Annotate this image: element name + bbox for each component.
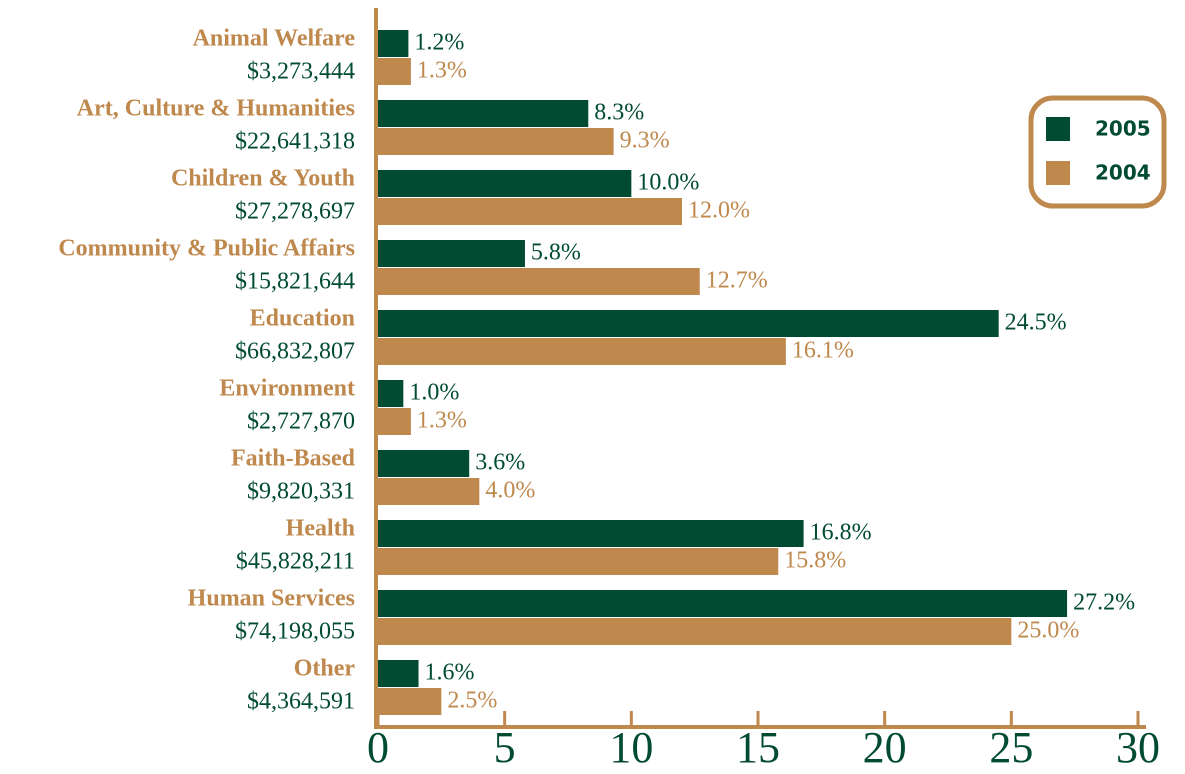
value-label: 27.2%	[1073, 590, 1135, 616]
value-label: 16.8%	[810, 520, 872, 546]
bar	[378, 30, 409, 57]
x-tick-label: 25	[989, 723, 1033, 772]
value-label: 12.7%	[706, 268, 768, 294]
x-tick-label: 15	[736, 723, 780, 772]
value-label: 16.1%	[792, 338, 854, 364]
category-amount: $15,821,644	[235, 269, 355, 295]
value-label: 1.3%	[417, 58, 467, 84]
category-amount: $9,820,331	[247, 479, 355, 505]
category-amount: $3,273,444	[247, 59, 355, 85]
legend-swatch	[1046, 161, 1070, 185]
category-label: Other	[294, 656, 356, 682]
bar	[378, 338, 786, 365]
category-label: Art, Culture & Humanities	[77, 96, 355, 122]
x-tick-label: 10	[609, 723, 653, 772]
bar	[378, 240, 525, 267]
bar	[378, 548, 779, 575]
bar	[378, 100, 589, 127]
bar	[378, 128, 614, 155]
value-label: 8.3%	[594, 100, 644, 126]
value-label: 25.0%	[1017, 618, 1079, 644]
bar	[378, 450, 470, 477]
legend-swatch	[1046, 117, 1070, 141]
bar	[378, 58, 411, 85]
value-label: 1.0%	[409, 380, 459, 406]
bar	[378, 170, 632, 197]
value-label: 3.6%	[475, 450, 525, 476]
value-label: 5.8%	[531, 240, 581, 266]
category-label: Community & Public Affairs	[58, 236, 355, 262]
category-label: Human Services	[188, 586, 355, 612]
category-amount: $45,828,211	[236, 549, 355, 575]
x-tick-label: 30	[1116, 723, 1160, 772]
value-label: 4.0%	[485, 478, 535, 504]
bar	[378, 660, 419, 687]
category-label: Faith-Based	[231, 446, 356, 472]
bar	[378, 380, 404, 407]
value-label: 1.2%	[414, 30, 464, 56]
category-label: Children & Youth	[171, 166, 355, 192]
value-label: 2.5%	[447, 688, 497, 714]
category-amount: $22,641,318	[235, 129, 355, 155]
bar	[378, 688, 442, 715]
value-label: 24.5%	[1005, 310, 1067, 336]
category-label: Animal Welfare	[193, 26, 356, 52]
legend-box	[1028, 95, 1167, 209]
legend-label: 2004	[1095, 161, 1151, 185]
category-amount: $2,727,870	[247, 409, 355, 435]
bar	[378, 478, 480, 505]
category-amount: $4,364,591	[247, 689, 355, 715]
legend-label: 2005	[1095, 117, 1151, 141]
value-label: 12.0%	[688, 198, 750, 224]
value-label: 1.3%	[417, 408, 467, 434]
value-label: 15.8%	[784, 548, 846, 574]
value-label: 10.0%	[637, 170, 699, 196]
category-amount: $27,278,697	[235, 199, 355, 225]
value-label: 9.3%	[620, 128, 670, 154]
bar	[378, 268, 700, 295]
bar	[378, 408, 411, 435]
bar	[378, 310, 999, 337]
bar	[378, 590, 1068, 617]
category-label: Health	[286, 516, 355, 542]
bar	[378, 198, 682, 225]
category-label: Education	[250, 306, 355, 332]
x-tick-label: 5	[494, 723, 516, 772]
x-tick-label: 20	[863, 723, 907, 772]
x-tick-label: 0	[367, 723, 389, 772]
bar	[378, 520, 804, 547]
category-amount: $66,832,807	[235, 339, 355, 365]
bar	[378, 618, 1012, 645]
category-amount: $74,198,055	[235, 619, 355, 645]
value-label: 1.6%	[425, 660, 475, 686]
category-label: Environment	[219, 376, 355, 402]
